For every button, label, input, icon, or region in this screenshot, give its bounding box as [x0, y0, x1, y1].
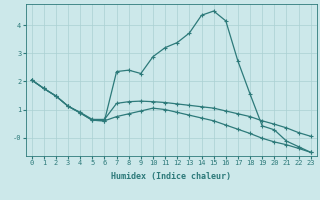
X-axis label: Humidex (Indice chaleur): Humidex (Indice chaleur) [111, 172, 231, 181]
